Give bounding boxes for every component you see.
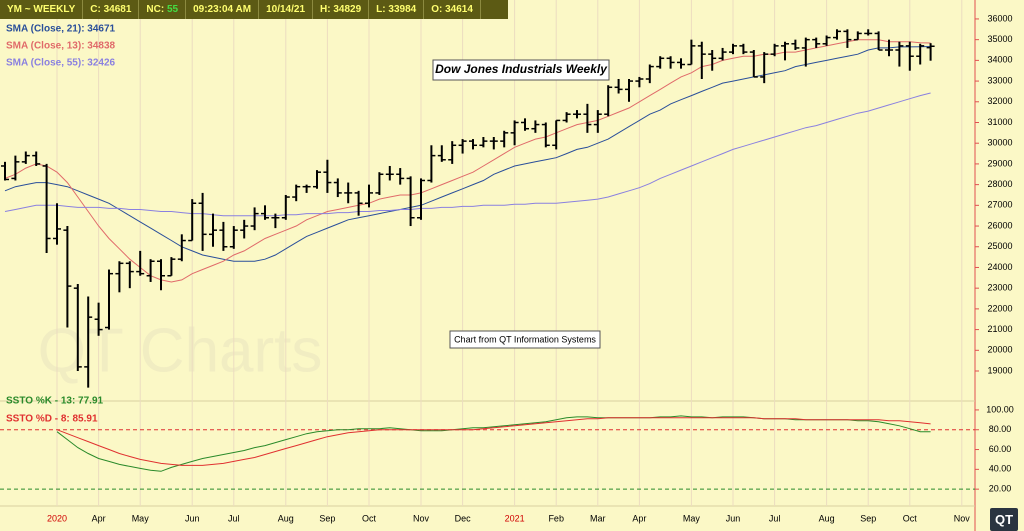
x-tick-label: Apr	[92, 513, 106, 523]
y-tick-label: 30000	[987, 138, 1012, 148]
y-tick-label: 27000	[987, 200, 1012, 210]
y-tick-label: 25000	[987, 241, 1012, 251]
y-tick-label: 80.00	[989, 424, 1012, 434]
x-tick-label: Sep	[319, 513, 335, 523]
date: 10/14/21	[259, 0, 314, 19]
y-tick-label: 24000	[987, 262, 1012, 272]
y-tick-label: 20000	[987, 345, 1012, 355]
x-tick-label: Jul	[228, 513, 240, 523]
x-tick-label: Sep	[860, 513, 876, 523]
y-tick-label: 31000	[987, 117, 1012, 127]
y-tick-label: 35000	[987, 34, 1012, 44]
legend-entry: SMA (Close, 55): 32426	[6, 58, 116, 69]
y-tick-label: 21000	[987, 324, 1012, 334]
y-tick-label: 23000	[987, 283, 1012, 293]
x-tick-label: Jun	[726, 513, 741, 523]
legend-entry: SSTO %K - 13: 77.91	[6, 396, 104, 407]
nc: NC: 55	[139, 0, 187, 19]
x-tick-label: May	[132, 513, 150, 523]
legend-entry: SSTO %D - 8: 85.91	[6, 414, 98, 425]
y-tick-label: 28000	[987, 179, 1012, 189]
legend-entry: SMA (Close, 21): 34671	[6, 24, 116, 35]
title-box	[432, 59, 610, 81]
y-tick-label: 32000	[987, 96, 1012, 106]
y-tick-label: 26000	[987, 220, 1012, 230]
y-tick-label: 19000	[987, 365, 1012, 375]
line-series	[4, 46, 931, 262]
info-bar: YM ~ WEEKLY C: 34681 NC: 55 09:23:04 AM …	[0, 0, 508, 19]
logo: QT	[990, 508, 1018, 531]
x-tick-label: 2020	[47, 513, 67, 523]
x-tick-label: Jun	[185, 513, 200, 523]
line-series	[4, 39, 931, 283]
open: O: 34614	[424, 0, 481, 19]
x-tick-label: 2021	[505, 513, 525, 523]
line-series	[56, 417, 931, 466]
x-tick-label: Mar	[590, 513, 606, 523]
x-tick-label: Apr	[632, 513, 646, 523]
time: 09:23:04 AM	[186, 0, 260, 19]
low: L: 33984	[369, 0, 425, 19]
y-tick-label: 100.00	[986, 404, 1014, 414]
watermark: QT Charts	[38, 316, 323, 385]
y-tick-label: 33000	[987, 75, 1012, 85]
x-tick-label: May	[683, 513, 701, 523]
high: H: 34829	[313, 0, 370, 19]
x-tick-label: Dec	[455, 513, 472, 523]
x-tick-label: Oct	[903, 513, 918, 523]
x-tick-label: Nov	[954, 513, 971, 523]
x-tick-label: Oct	[362, 513, 377, 523]
nc-label: NC:	[146, 4, 165, 15]
y-tick-label: 34000	[987, 55, 1012, 65]
x-tick-label: Aug	[278, 513, 294, 523]
legend-entry: SMA (Close, 13): 34838	[6, 41, 116, 52]
y-tick-label: 22000	[987, 303, 1012, 313]
chart-title: Dow Jones Industrials Weekly	[435, 62, 608, 76]
symbol: YM ~ WEEKLY	[0, 0, 84, 19]
annotation-box	[449, 330, 601, 349]
nc-value: 55	[166, 4, 179, 15]
y-tick-label: 60.00	[989, 444, 1012, 454]
y-tick-label: 40.00	[989, 464, 1012, 474]
x-tick-label: Aug	[819, 513, 835, 523]
annotation: Chart from QT Information Systems	[454, 334, 596, 344]
y-tick-label: 29000	[987, 158, 1012, 168]
y-tick-label: 20.00	[989, 484, 1012, 494]
x-tick-label: Nov	[413, 513, 430, 523]
y-tick-label: 36000	[987, 13, 1012, 23]
close: C: 34681	[83, 0, 140, 19]
line-series	[4, 92, 931, 217]
x-tick-label: Jul	[769, 513, 781, 523]
x-tick-label: Feb	[548, 513, 564, 523]
